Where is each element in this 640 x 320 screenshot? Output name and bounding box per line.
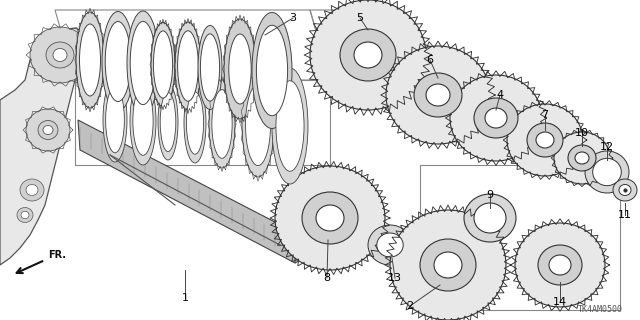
- Text: 5: 5: [356, 13, 364, 23]
- Ellipse shape: [538, 245, 582, 285]
- Ellipse shape: [252, 12, 292, 129]
- Ellipse shape: [507, 104, 583, 176]
- Ellipse shape: [549, 255, 571, 275]
- Ellipse shape: [593, 158, 621, 186]
- Ellipse shape: [103, 78, 127, 162]
- Ellipse shape: [17, 207, 33, 222]
- Ellipse shape: [175, 22, 201, 110]
- Ellipse shape: [212, 90, 232, 158]
- Ellipse shape: [242, 73, 274, 177]
- Ellipse shape: [133, 87, 153, 155]
- Ellipse shape: [354, 42, 382, 68]
- Ellipse shape: [554, 132, 610, 184]
- Ellipse shape: [310, 0, 426, 110]
- Ellipse shape: [368, 225, 412, 265]
- Ellipse shape: [198, 26, 222, 109]
- Ellipse shape: [426, 84, 450, 106]
- Ellipse shape: [186, 92, 204, 154]
- Ellipse shape: [246, 84, 271, 165]
- Ellipse shape: [53, 49, 67, 61]
- Ellipse shape: [302, 192, 358, 244]
- Ellipse shape: [515, 223, 605, 307]
- Text: FR.: FR.: [48, 250, 66, 260]
- Text: 7: 7: [541, 110, 548, 120]
- Ellipse shape: [209, 80, 235, 168]
- Ellipse shape: [276, 81, 304, 171]
- Ellipse shape: [613, 179, 637, 201]
- Ellipse shape: [76, 12, 104, 108]
- Ellipse shape: [26, 185, 38, 196]
- Ellipse shape: [390, 210, 506, 320]
- Ellipse shape: [79, 24, 100, 96]
- Ellipse shape: [316, 205, 344, 231]
- Ellipse shape: [178, 31, 198, 101]
- Text: 1: 1: [182, 293, 189, 303]
- Ellipse shape: [420, 239, 476, 291]
- Ellipse shape: [575, 152, 589, 164]
- Ellipse shape: [38, 121, 58, 140]
- Text: 12: 12: [600, 142, 614, 152]
- Ellipse shape: [619, 185, 631, 196]
- Ellipse shape: [568, 145, 596, 171]
- Ellipse shape: [275, 166, 385, 270]
- Ellipse shape: [43, 125, 53, 134]
- Text: 9: 9: [486, 190, 493, 200]
- Ellipse shape: [386, 46, 490, 144]
- Ellipse shape: [21, 211, 29, 219]
- Ellipse shape: [229, 34, 252, 104]
- Ellipse shape: [106, 87, 124, 153]
- Ellipse shape: [434, 252, 462, 278]
- Text: 10: 10: [575, 128, 589, 138]
- Polygon shape: [295, 248, 310, 263]
- Text: TK4AM0500: TK4AM0500: [577, 305, 623, 314]
- Ellipse shape: [377, 233, 403, 257]
- Ellipse shape: [414, 73, 462, 117]
- Ellipse shape: [257, 25, 287, 116]
- Ellipse shape: [450, 75, 542, 161]
- Ellipse shape: [200, 34, 220, 101]
- Text: 13: 13: [388, 273, 402, 283]
- Ellipse shape: [154, 31, 173, 98]
- Ellipse shape: [151, 22, 175, 107]
- Text: 3: 3: [289, 13, 296, 23]
- Ellipse shape: [224, 19, 256, 119]
- Ellipse shape: [130, 77, 156, 165]
- Ellipse shape: [474, 203, 506, 233]
- Ellipse shape: [20, 179, 44, 201]
- Polygon shape: [0, 28, 90, 265]
- Text: 4: 4: [497, 90, 504, 100]
- Ellipse shape: [26, 109, 70, 151]
- Text: 6: 6: [426, 55, 433, 65]
- Ellipse shape: [105, 21, 131, 101]
- Ellipse shape: [46, 42, 74, 68]
- Text: 2: 2: [406, 301, 413, 311]
- Ellipse shape: [536, 132, 554, 148]
- Ellipse shape: [30, 27, 90, 83]
- Ellipse shape: [272, 68, 308, 184]
- Ellipse shape: [160, 92, 176, 152]
- Text: 8: 8: [323, 273, 331, 283]
- Ellipse shape: [527, 123, 563, 157]
- Ellipse shape: [585, 151, 629, 193]
- Text: 14: 14: [553, 297, 567, 307]
- Ellipse shape: [474, 98, 518, 138]
- Ellipse shape: [127, 11, 159, 115]
- Ellipse shape: [485, 108, 507, 128]
- Ellipse shape: [102, 12, 134, 111]
- Text: 11: 11: [618, 210, 632, 220]
- Ellipse shape: [340, 29, 396, 81]
- Ellipse shape: [464, 194, 516, 242]
- Polygon shape: [78, 120, 305, 263]
- Ellipse shape: [130, 21, 156, 105]
- Ellipse shape: [158, 84, 178, 160]
- Ellipse shape: [184, 83, 206, 163]
